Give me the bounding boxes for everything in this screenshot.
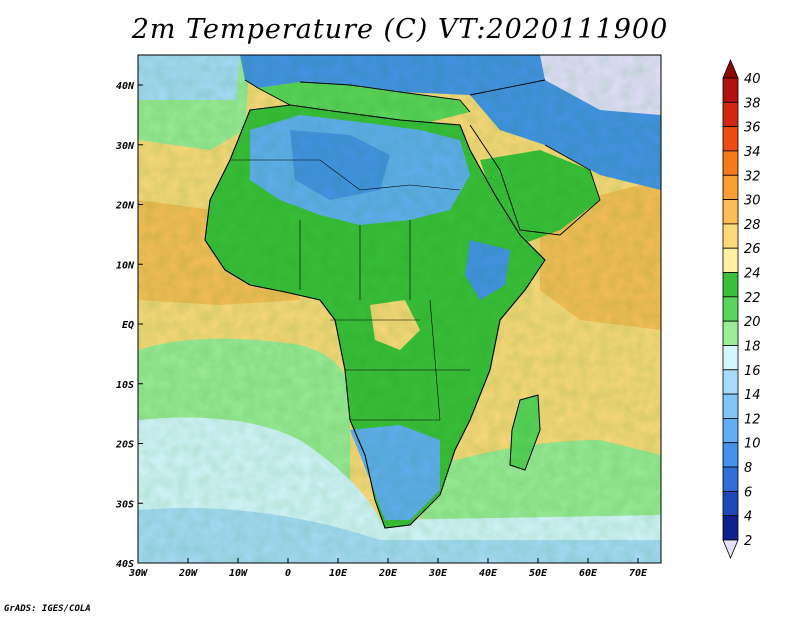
longitude-axis: 30W 20W 10W 0 10E 20E 30E 40E 50E 60E 70E	[128, 558, 648, 579]
colorbar-label: 6	[744, 485, 752, 500]
lon-label: 20E	[378, 568, 398, 579]
colorbar-label: 22	[744, 291, 761, 306]
map-plot-area	[138, 55, 661, 563]
colorbar-label: 18	[744, 339, 761, 354]
colorbar-label: 20	[744, 315, 761, 330]
lat-label: 30S	[115, 499, 134, 510]
colorbar-above-triangle	[722, 58, 739, 79]
colorbar-label: 26	[744, 242, 761, 257]
lat-label: EQ	[122, 320, 134, 331]
colorbar-box	[722, 199, 739, 225]
colorbar-label: 32	[744, 169, 761, 184]
map-frame	[137, 54, 662, 564]
lon-label: 50E	[529, 568, 548, 579]
latitude-axis: 40N 30N 20N 10N EQ 10S 20S 30S 40S	[115, 81, 143, 570]
lat-label: 40N	[116, 81, 135, 92]
lat-label: 20S	[115, 440, 134, 451]
colorbar-label: 10	[744, 437, 761, 452]
colorbar-label: 2	[744, 534, 752, 549]
colorbar-box	[722, 101, 739, 128]
colorbar-label: 34	[744, 145, 761, 160]
colorbar-box	[722, 126, 739, 152]
lon-label: 0	[285, 568, 291, 579]
colorbar-label: 24	[744, 267, 761, 282]
colorbar-label: 14	[744, 388, 761, 403]
lon-label: 10E	[329, 568, 348, 579]
colorbar-label: 4	[744, 510, 752, 525]
lon-label: 30W	[128, 568, 148, 579]
europe-coastline	[244, 79, 546, 113]
colorbar-box	[722, 345, 739, 371]
lat-label: 10N	[116, 260, 135, 271]
colorbar-box	[722, 442, 739, 468]
lon-label: 70E	[629, 568, 648, 579]
lon-label: 30E	[428, 568, 448, 579]
madagascar-coastline	[509, 394, 541, 471]
africa-coastline	[204, 104, 546, 529]
colorbar-box	[722, 466, 739, 492]
colorbar-label: 8	[744, 461, 752, 476]
lat-label: 20N	[115, 201, 135, 212]
lat-label: 30N	[115, 141, 135, 152]
colorbar-label: 30	[744, 194, 761, 209]
colorbar-box	[722, 272, 739, 298]
country-borders	[230, 159, 470, 421]
lat-label: 40S	[116, 559, 134, 570]
credit-text: GrADS: IGES/COLA	[4, 604, 91, 614]
colorbar-box	[722, 490, 739, 517]
colorbar-label: 16	[744, 364, 761, 379]
lon-label: 20W	[178, 568, 198, 579]
colorbar-label: 40	[744, 72, 761, 87]
lon-label: 10W	[229, 568, 248, 579]
colorbar-box	[722, 174, 739, 200]
arabia-coastline	[469, 124, 601, 236]
colorbar-box	[722, 393, 739, 419]
colorbar-box	[722, 247, 739, 273]
lat-label: 10S	[116, 380, 134, 391]
colorbar-box	[722, 223, 739, 249]
colorbar-box	[722, 320, 739, 346]
colorbar-below-triangle	[722, 539, 739, 560]
colorbar-box	[722, 77, 739, 103]
colorbar-label: 28	[744, 218, 761, 233]
colorbar-box	[722, 515, 739, 541]
colorbar-box	[722, 296, 739, 322]
colorbar-box	[722, 418, 739, 444]
colorbar-label: 38	[744, 96, 761, 111]
map-title: 2m Temperature (C) VT:2020111900	[131, 14, 669, 45]
colorbar-box	[722, 150, 739, 176]
colorbar-label: 12	[744, 412, 761, 427]
lon-label: 60E	[579, 568, 598, 579]
lon-label: 40E	[479, 568, 498, 579]
colorbar-box	[722, 369, 739, 395]
colorbar-label: 36	[744, 121, 761, 136]
